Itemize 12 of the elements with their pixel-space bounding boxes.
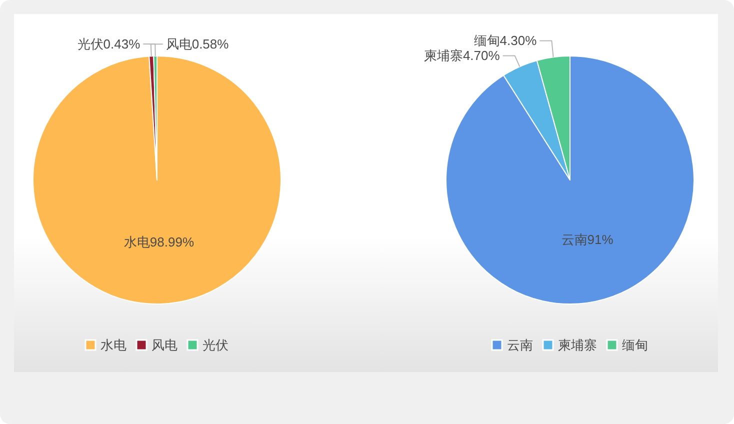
legend-label: 柬埔寨 [558, 338, 597, 352]
category-label: 光伏0.43% [77, 36, 140, 52]
category-label: 柬埔寨4.70% [424, 48, 500, 64]
legend-label: 光伏 [202, 338, 228, 352]
legend-label: 缅甸 [622, 338, 648, 352]
category-label: 风电0.58% [166, 36, 229, 52]
category-label: 缅甸4.30% [474, 33, 537, 48]
legend-label: 水电 [100, 338, 126, 352]
category-label: 水电98.99% [124, 234, 194, 250]
legend-label: 风电 [152, 338, 178, 352]
category-label: 云南91% [561, 232, 614, 248]
legend-label: 云南 [507, 338, 533, 352]
